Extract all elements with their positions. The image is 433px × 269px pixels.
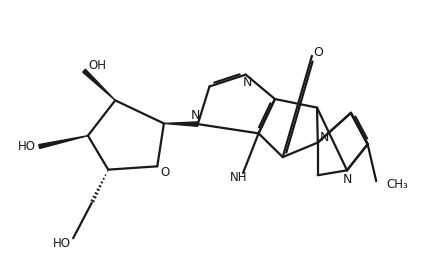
Text: N: N [243,76,252,89]
Text: OH: OH [88,59,106,72]
Text: N: N [320,131,330,144]
Text: CH₃: CH₃ [386,178,408,191]
Text: NH: NH [230,171,248,184]
Text: N: N [191,109,200,122]
Text: N: N [343,173,352,186]
Polygon shape [83,69,115,100]
Text: O: O [313,46,323,59]
Text: O: O [161,166,170,179]
Text: HO: HO [53,237,71,250]
Polygon shape [164,122,198,126]
Text: HO: HO [18,140,36,153]
Polygon shape [39,136,88,148]
